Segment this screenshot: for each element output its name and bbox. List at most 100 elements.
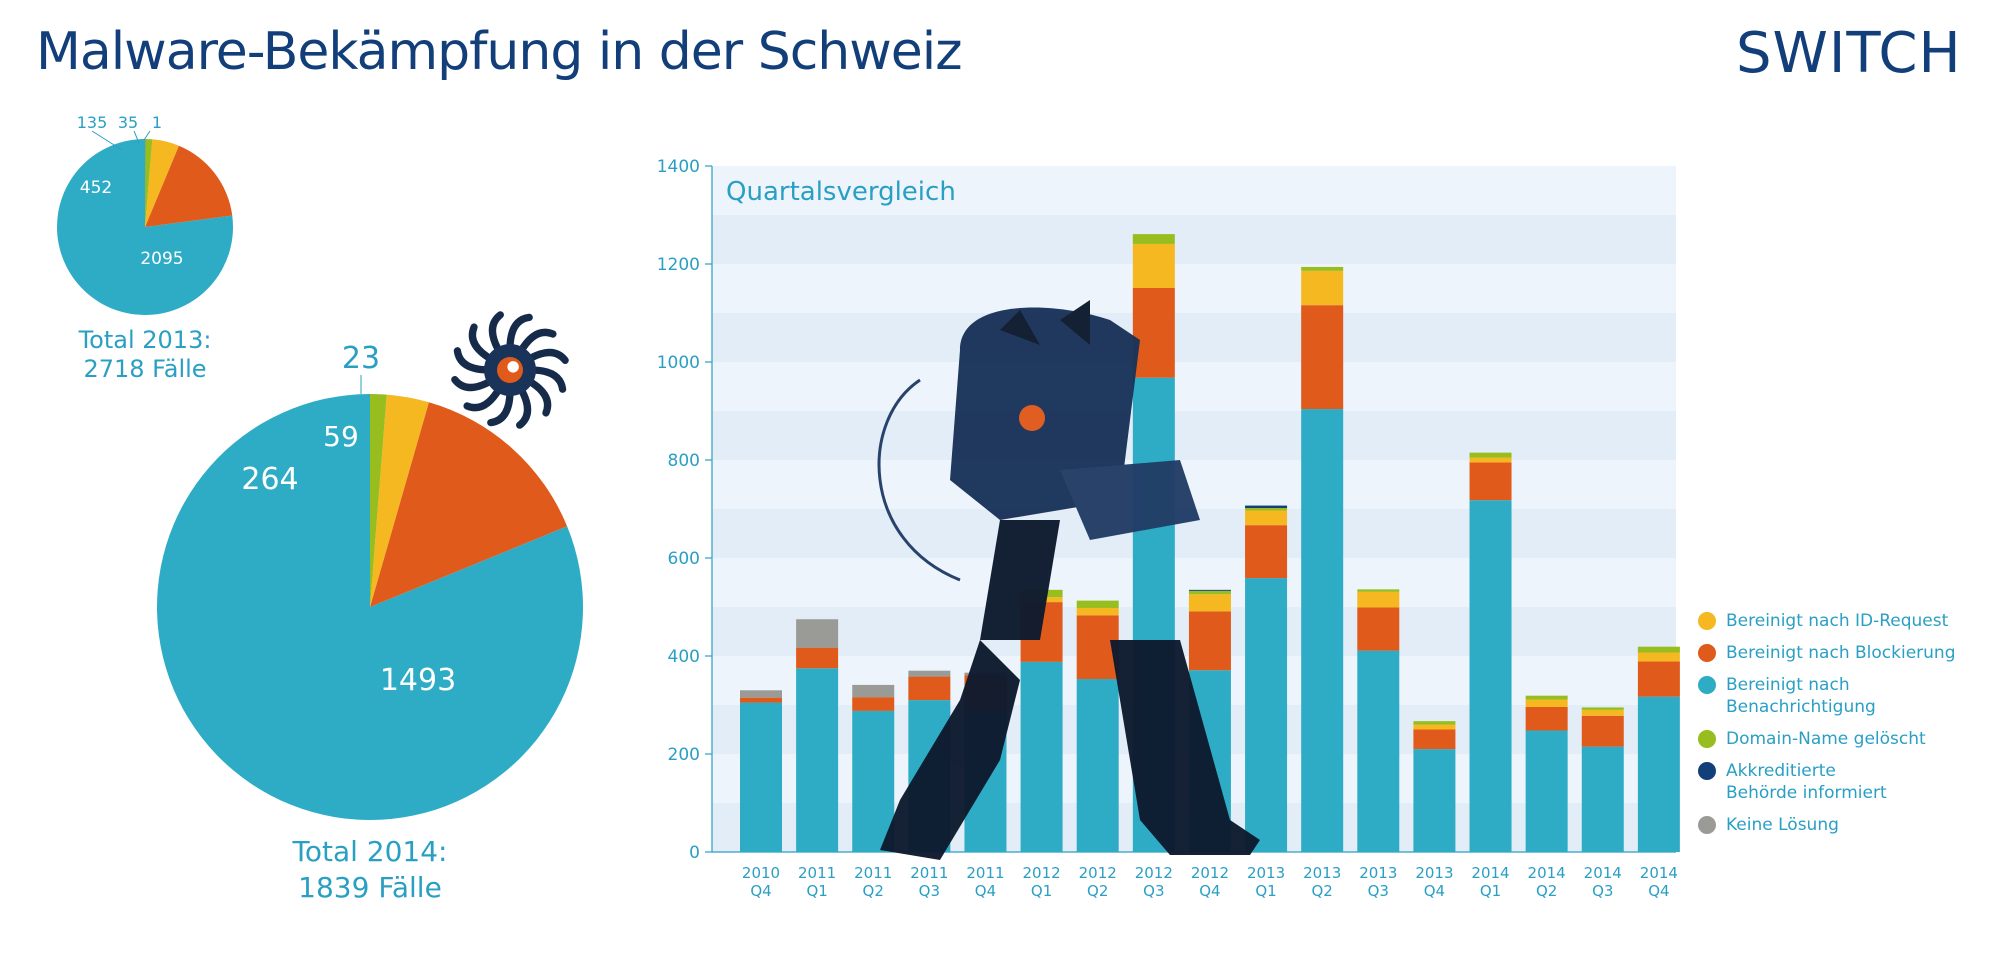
y-tick-label: 200: [668, 745, 700, 765]
y-tick-label: 1000: [657, 353, 700, 373]
pie2013-slice-1: [145, 145, 233, 227]
bar-segment: [1188, 594, 1231, 612]
bar-segment: [1525, 699, 1568, 707]
x-tick-label-year: 2012: [1191, 864, 1229, 882]
legend-swatch: [1698, 644, 1716, 662]
pie2014-label-1: 264: [241, 462, 298, 497]
y-tick-label: 600: [668, 549, 700, 569]
legend-label-line: Keine Lösung: [1726, 815, 1839, 835]
bar-segment: [1637, 696, 1680, 852]
bar-segment: [1469, 500, 1512, 852]
pie2013-leader-2: [91, 130, 123, 151]
bar-segment: [1301, 305, 1344, 410]
bar-segment: [740, 702, 782, 852]
bar-segment: [1245, 508, 1288, 511]
bar-segment: [852, 710, 895, 852]
bar-segment: [1637, 652, 1680, 662]
x-tick-label-quarter: Q2: [1536, 882, 1557, 900]
x-tick-label-quarter: Q3: [1592, 882, 1613, 900]
logo-text: SWITCH: [1736, 21, 1962, 86]
legend-label-line: Bereinigt nach: [1726, 675, 1850, 695]
x-tick-label-quarter: Q1: [1031, 882, 1052, 900]
legend-label: Keine Lösung: [1726, 814, 1839, 836]
pie2014-label-0: 1493: [380, 663, 456, 698]
legend-item: Bereinigt nach ID-Request: [1698, 610, 1988, 632]
bar-segment: [1132, 234, 1175, 244]
legend-label: Bereinigt nach Blockierung: [1726, 642, 1955, 664]
legend-label-line: Bereinigt nach ID-Request: [1726, 611, 1949, 631]
pie2013-leader-4: [143, 130, 151, 141]
malware-bug-icon: [451, 311, 569, 429]
bar-segment: [1076, 600, 1119, 608]
x-tick-label-year: 2013: [1303, 864, 1341, 882]
x-tick-label-year: 2012: [1079, 864, 1117, 882]
pie2014-slice-2: [370, 394, 429, 607]
x-tick-label-year: 2013: [1415, 864, 1453, 882]
x-tick-label-quarter: Q4: [1648, 882, 1669, 900]
bar-segment: [1357, 607, 1400, 651]
x-tick-label-year: 2013: [1247, 864, 1285, 882]
bar-segment: [1413, 721, 1456, 725]
robot-illustration: [877, 300, 1260, 860]
legend-swatch: [1698, 816, 1716, 834]
pie-2014-total-line2: 1839 Fälle: [298, 871, 442, 904]
chart-title: Quartalsvergleich: [726, 177, 956, 207]
pie2013-label-0: 2095: [140, 249, 183, 269]
bar-segment: [740, 690, 782, 698]
bar-segment: [1301, 270, 1344, 306]
bar-segment: [1188, 590, 1231, 595]
bar-segment: [1581, 746, 1624, 852]
pie-chart-2013: 2095 452 135 35 1: [57, 113, 234, 316]
x-tick-label-year: 2011: [854, 864, 892, 882]
x-tick-label-quarter: Q4: [750, 882, 771, 900]
legend-item: Domain-Name gelöscht: [1698, 728, 1988, 750]
plot-band: [712, 460, 1676, 509]
pie-2014-total-line1: Total 2014:: [292, 835, 448, 868]
bar-chart-quartalsvergleich: 0 200 400 600 800 1000 1200 1400 Quartalsverglei…: [657, 157, 1680, 900]
bar-segment: [1469, 452, 1512, 458]
pie-2013-total-line2: 2718 Fälle: [83, 355, 207, 383]
x-tick-label-quarter: Q4: [1424, 882, 1445, 900]
bar-segment: [1245, 505, 1288, 509]
x-tick-label-quarter: Q1: [1255, 882, 1276, 900]
x-tick-label-year: 2012: [1135, 864, 1173, 882]
bar-segment: [1357, 650, 1400, 852]
bar-segment: [1020, 661, 1063, 852]
plot-band: [712, 313, 1676, 362]
x-tick-label-quarter: Q2: [863, 882, 884, 900]
x-tick-label-quarter: Q4: [1199, 882, 1220, 900]
x-tick-label-year: 2013: [1359, 864, 1397, 882]
bar-segment: [1132, 288, 1175, 378]
bar-segment: [1357, 591, 1400, 608]
bar-segment: [1413, 749, 1456, 852]
bar-segment: [1525, 706, 1568, 731]
bar-segment: [1132, 243, 1175, 289]
legend-swatch: [1698, 730, 1716, 748]
bar-segment: [1469, 457, 1512, 463]
bar-segment: [1581, 709, 1624, 716]
legend-label-line: Bereinigt nach Blockierung: [1726, 643, 1956, 663]
pie2014-slice-3: [370, 394, 387, 607]
legend-label: Bereinigt nach Benachrichtigung: [1726, 674, 1876, 718]
pie-2013-total-line1: Total 2013:: [78, 326, 212, 354]
pie2013-slice-2: [145, 139, 179, 227]
pie-2013-total: Total 2013: 2718 Fälle: [50, 326, 240, 384]
x-tick-label-quarter: Q1: [806, 882, 827, 900]
legend-label: Domain-Name gelöscht: [1726, 728, 1926, 750]
bar-segment: [1357, 589, 1400, 592]
legend-label-line: Benachrichtigung: [1726, 697, 1876, 717]
bar-segment: [1076, 607, 1119, 616]
bar-segment: [1525, 695, 1568, 700]
bar-segment: [1637, 646, 1680, 653]
x-tick-label-quarter: Q2: [1087, 882, 1108, 900]
bar-segment: [1301, 266, 1344, 271]
x-tick-label-year: 2011: [798, 864, 836, 882]
chart-legend: Bereinigt nach ID-Request Bereinigt nach …: [1698, 610, 1988, 846]
bar-segment: [740, 697, 782, 703]
bar-segment: [852, 684, 895, 698]
pie2013-slice-0: [57, 139, 234, 316]
bar-segment: [1301, 409, 1344, 852]
bar-segment: [1245, 510, 1288, 526]
x-tick-label-quarter: Q3: [919, 882, 940, 900]
